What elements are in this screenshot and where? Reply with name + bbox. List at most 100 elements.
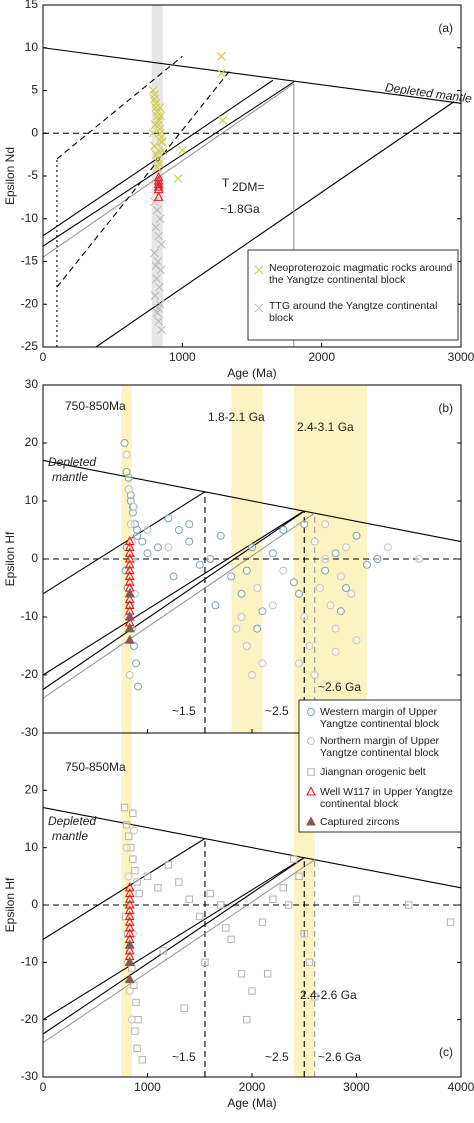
legend-frame xyxy=(298,699,462,833)
x-marker xyxy=(156,111,166,121)
annotation: Depleted xyxy=(48,814,96,828)
x-marker xyxy=(154,304,164,313)
annotation: 2.4-2.6 Ga xyxy=(300,988,357,1002)
annotation: ~1.8Ga xyxy=(220,202,260,216)
circle-marker xyxy=(132,659,141,668)
square-marker xyxy=(164,861,173,869)
triangle-marker xyxy=(124,899,135,909)
x-marker xyxy=(148,128,158,138)
circle-marker xyxy=(227,572,236,581)
legend-label-box: Neoproterozoic magmatic rocks around the… xyxy=(269,262,452,286)
x-marker xyxy=(177,145,187,155)
circle-marker xyxy=(242,566,251,575)
square-marker xyxy=(196,912,204,921)
square-marker xyxy=(307,768,315,776)
square-marker xyxy=(446,918,455,926)
triangle-marker xyxy=(124,973,135,984)
y-tick-label: 15 xyxy=(25,0,39,11)
circle-marker xyxy=(310,671,319,679)
square-marker xyxy=(133,1044,141,1053)
x-tick-label: 3000 xyxy=(448,350,474,364)
triangle-marker xyxy=(124,910,135,921)
circle-marker xyxy=(268,601,277,610)
circle-marker xyxy=(216,531,225,540)
circle-marker xyxy=(164,543,173,552)
square-marker xyxy=(248,987,256,995)
x-marker xyxy=(254,303,264,313)
circle-marker xyxy=(124,485,133,494)
x-marker xyxy=(151,261,161,271)
x-axis-label: Age (Ma) xyxy=(227,366,276,380)
square-marker xyxy=(216,901,225,909)
reference-line xyxy=(42,512,316,699)
reference-line xyxy=(42,806,462,889)
x-marker xyxy=(150,90,159,100)
y-tick-label: -30 xyxy=(21,1069,39,1083)
x-tick-label: 2000 xyxy=(239,1080,266,1094)
square-marker xyxy=(135,889,143,898)
x-marker xyxy=(151,222,161,232)
circle-marker xyxy=(138,537,147,546)
annotation: Depleted xyxy=(48,455,96,469)
triangle-marker xyxy=(153,191,164,201)
triangle-marker xyxy=(124,553,135,563)
circle-marker xyxy=(331,624,340,633)
legend-label: Western margin of Upper Yangtze continen… xyxy=(320,706,439,730)
triangle-marker xyxy=(124,905,135,915)
square-marker xyxy=(154,884,162,892)
circle-marker xyxy=(326,601,335,610)
reference-line xyxy=(42,510,305,690)
y-tick-label: -25 xyxy=(21,339,39,353)
circle-marker xyxy=(258,659,267,668)
x-tick-label: 1000 xyxy=(134,1080,161,1094)
square-marker xyxy=(279,884,288,892)
reference-line xyxy=(42,491,206,595)
legend-frame xyxy=(247,249,459,341)
legend-label-box: Well W117 in Upper Yangtze continental b… xyxy=(320,786,453,810)
y-tick-label: -10 xyxy=(21,211,39,225)
reference-line xyxy=(42,47,462,104)
triangle-marker xyxy=(306,816,316,826)
x-marker xyxy=(155,214,165,224)
annotation: 1.8-2.1 Ga xyxy=(208,410,265,424)
triangle-marker xyxy=(124,541,135,551)
annotation: mantle xyxy=(52,470,88,484)
annotation: ~2.5 xyxy=(265,1050,289,1064)
x-tick-label: 2000 xyxy=(308,350,335,364)
annotation: ~2.6 Ga xyxy=(318,680,361,694)
y-tick-label: 5 xyxy=(31,83,38,97)
triangle-marker xyxy=(124,922,135,932)
x-tick-label: 3000 xyxy=(343,1080,370,1094)
circle-marker xyxy=(331,647,340,656)
annotation: ~1.5 xyxy=(172,704,196,718)
triangle-marker xyxy=(306,786,316,796)
circle-marker xyxy=(289,578,298,587)
reference-line xyxy=(42,81,295,247)
circle-marker xyxy=(232,624,241,633)
circle-marker xyxy=(310,537,319,546)
circle-marker xyxy=(248,543,256,552)
x-axis-label: Age (Ma) xyxy=(227,1096,276,1110)
circle-marker xyxy=(258,607,267,616)
square-marker xyxy=(311,993,319,1001)
circle-marker xyxy=(295,659,304,668)
circle-marker xyxy=(321,520,330,529)
y-tick-label: -30 xyxy=(21,725,39,739)
square-marker xyxy=(138,1056,146,1064)
y-tick-label: -10 xyxy=(21,609,39,623)
y-tick-label: 20 xyxy=(25,435,39,449)
circle-marker xyxy=(185,520,194,529)
panel-label: (c) xyxy=(439,1045,453,1059)
triangle-marker xyxy=(124,564,135,575)
circle-marker xyxy=(211,601,220,610)
triangle-marker xyxy=(124,893,135,903)
circle-marker xyxy=(127,1015,136,1024)
circle-marker xyxy=(126,520,135,529)
y-tick-label: 0 xyxy=(31,125,38,139)
circle-marker xyxy=(321,566,330,575)
square-marker xyxy=(300,929,308,938)
x-marker xyxy=(218,116,228,125)
y-tick-label: 0 xyxy=(31,551,38,565)
circle-marker xyxy=(120,439,129,447)
